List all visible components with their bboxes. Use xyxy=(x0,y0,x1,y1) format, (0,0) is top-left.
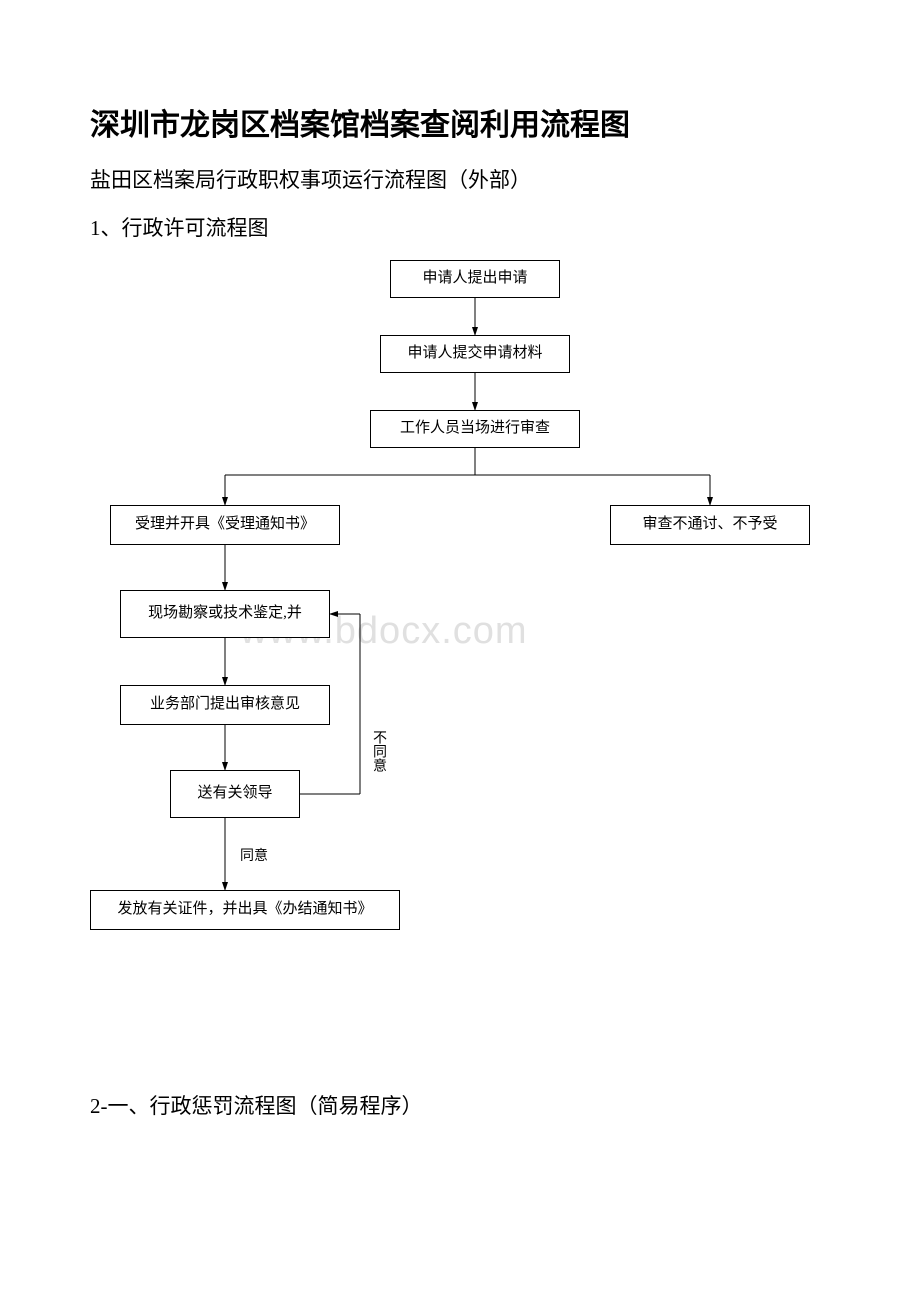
flow-node-n1: 申请人提出申请 xyxy=(390,260,560,298)
flow-node-n3: 工作人员当场进行审查 xyxy=(370,410,580,448)
section-1-label: 1、行政许可流程图 xyxy=(90,212,830,242)
flow-node-n2: 申请人提交申请材料 xyxy=(380,335,570,373)
admin-permit-flowchart: www.bdocx.com 申请人提出申请申请人提交申请材料工作人员当场进行审查… xyxy=(90,260,830,1000)
flow-node-n4: 受理并开具《受理通知书》 xyxy=(110,505,340,545)
edge-label: 同意 xyxy=(240,845,268,865)
flow-node-n8: 送有关领导 xyxy=(170,770,300,818)
edge-label: 不同意 xyxy=(368,730,388,772)
subtitle: 盐田区档案局行政职权事项运行流程图（外部） xyxy=(90,164,830,194)
flow-node-n5: 审查不通讨、不予受 xyxy=(610,505,810,545)
flow-node-n6: 现场勘察或技术鉴定,并 xyxy=(120,590,330,638)
section-2-label: 2-一、行政惩罚流程图（简易程序） xyxy=(90,1090,830,1120)
page-title: 深圳市龙岗区档案馆档案查阅利用流程图 xyxy=(90,100,830,144)
flow-node-n9: 发放有关证件，并出具《办结通知书》 xyxy=(90,890,400,930)
flow-node-n7: 业务部门提出审核意见 xyxy=(120,685,330,725)
